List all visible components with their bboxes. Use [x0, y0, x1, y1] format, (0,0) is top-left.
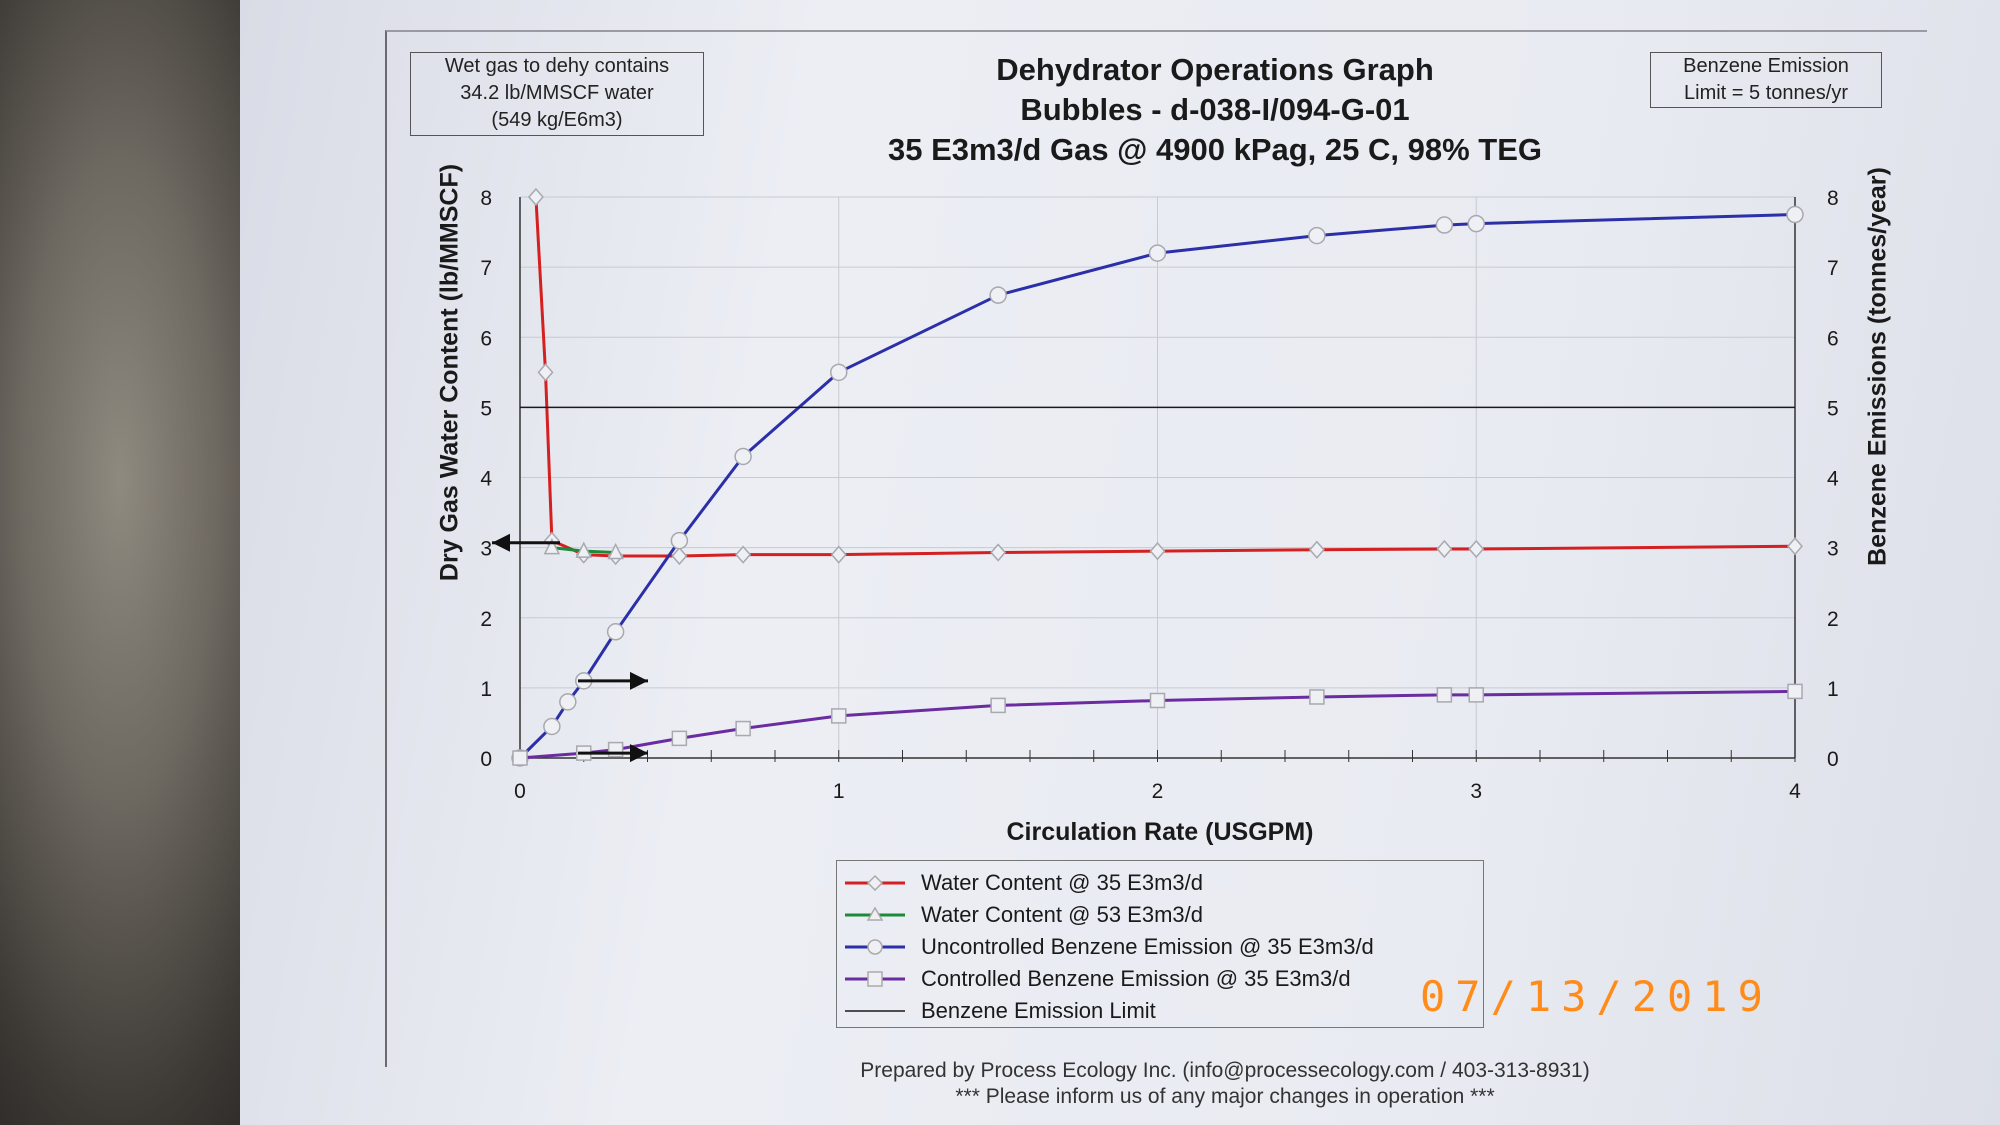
y-left-tick-label: 2 — [480, 608, 492, 631]
camera-date-stamp: 07/13/2019 — [1420, 972, 1773, 1021]
legend-item-water-35: Water Content @ 35 E3m3/d — [837, 867, 1483, 899]
data-point-water-content-35-e3m3-d — [1308, 540, 1325, 559]
y-right-tick-label: 4 — [1827, 468, 1839, 491]
legend-swatch-benzene-limit — [845, 1010, 905, 1012]
data-point-uncontrolled-benzene-emission-35-e3m3-d — [1435, 216, 1454, 234]
data-point-water-content-53-e3m3-d — [575, 541, 592, 558]
data-point-water-content-35-e3m3-d — [537, 363, 554, 382]
data-point-controlled-benzene-emission-35-e3m3-d — [1309, 689, 1325, 705]
data-point-uncontrolled-benzene-emission-35-e3m3-d — [830, 363, 848, 382]
data-point-uncontrolled-benzene-emission-35-e3m3-d — [1786, 205, 1804, 224]
chart-title-line-3: 35 E3m3/d Gas @ 4900 kPag, 25 C, 98% TEG — [887, 132, 1542, 167]
data-point-controlled-benzene-emission-35-e3m3-d — [512, 750, 528, 766]
data-point-water-content-35-e3m3-d — [735, 545, 752, 564]
legend-item-uncontrolled-benzene: Uncontrolled Benzene Emission @ 35 E3m3/… — [837, 931, 1483, 963]
data-point-uncontrolled-benzene-emission-35-e3m3-d — [543, 717, 561, 736]
x-tick-label: 3 — [1470, 780, 1482, 803]
y-right-tick-label: 7 — [1827, 257, 1839, 280]
y-left-tick-label: 8 — [480, 187, 492, 210]
chart-title-line-2: Bubbles - d-038-I/094-G-01 — [1020, 92, 1410, 127]
x-axis-label: Circulation Rate (USGPM) — [1006, 818, 1314, 846]
legend-swatch-controlled-benzene — [845, 971, 905, 987]
x-tick-label: 4 — [1789, 780, 1801, 803]
footer-note: Prepared by Process Ecology Inc. (info@p… — [700, 1058, 1750, 1110]
wet-gas-note-line-3: (549 kg/E6m3) — [491, 109, 623, 131]
benzene-limit-note: Benzene Emission Limit = 5 tonnes/yr — [1650, 52, 1882, 108]
y-left-tick-label: 3 — [480, 538, 492, 561]
data-point-water-content-35-e3m3-d — [671, 546, 688, 566]
data-point-controlled-benzene-emission-35-e3m3-d — [1468, 687, 1484, 703]
legend-item-controlled-benzene: Controlled Benzene Emission @ 35 E3m3/d — [837, 963, 1483, 995]
y-right-tick-label: 3 — [1827, 538, 1839, 561]
chart-title: Dehydrator Operations Graph Bubbles - d-… — [690, 50, 1740, 170]
legend-swatch-water-35 — [845, 874, 905, 892]
y-left-tick-label: 0 — [480, 748, 492, 771]
legend-label-benzene-limit: Benzene Emission Limit — [921, 998, 1156, 1023]
x-tick-label: 2 — [1152, 780, 1164, 803]
legend-label-controlled-benzene: Controlled Benzene Emission @ 35 E3m3/d — [921, 966, 1351, 991]
data-point-uncontrolled-benzene-emission-35-e3m3-d — [670, 531, 689, 550]
y-right-tick-label: 8 — [1827, 187, 1839, 210]
y-right-tick-label: 1 — [1827, 678, 1839, 701]
data-point-controlled-benzene-emission-35-e3m3-d — [1149, 692, 1166, 709]
data-point-water-content-35-e3m3-d — [527, 187, 544, 207]
legend-item-benzene-limit: Benzene Emission Limit — [837, 995, 1483, 1027]
legend-label-water-53: Water Content @ 53 E3m3/d — [921, 902, 1203, 927]
y-left-tick-label: 7 — [480, 257, 492, 280]
chart-frame — [385, 30, 1927, 1067]
y-left-tick-label: 5 — [480, 397, 492, 420]
paper-sheet — [240, 0, 2000, 1125]
data-point-water-content-35-e3m3-d — [1787, 537, 1803, 556]
data-point-controlled-benzene-emission-35-e3m3-d — [1436, 687, 1453, 703]
arrow-water-content-head — [492, 533, 510, 552]
x-tick-label: 1 — [833, 780, 845, 803]
y-left-tick-label: 4 — [480, 468, 492, 491]
y-left-tick-label: 6 — [480, 327, 492, 350]
data-point-uncontrolled-benzene-emission-35-e3m3-d — [559, 693, 577, 711]
legend-swatch-water-53 — [845, 906, 905, 921]
data-point-uncontrolled-benzene-emission-35-e3m3-d — [1148, 244, 1167, 262]
legend-item-water-53: Water Content @ 53 E3m3/d — [837, 899, 1483, 931]
data-point-water-content-35-e3m3-d — [990, 543, 1007, 562]
legend-label-uncontrolled-benzene: Uncontrolled Benzene Emission @ 35 E3m3/… — [921, 934, 1374, 959]
data-point-controlled-benzene-emission-35-e3m3-d — [1787, 683, 1803, 700]
data-point-water-content-53-e3m3-d — [543, 537, 561, 555]
chart-legend: Water Content @ 35 E3m3/d Water Content … — [836, 860, 1484, 1028]
y-right-tick-label: 2 — [1827, 608, 1839, 631]
data-point-controlled-benzene-emission-35-e3m3-d — [831, 708, 847, 724]
y-left-tick-label: 1 — [480, 678, 492, 701]
wet-gas-note-line-2: 34.2 lb/MMSCF water — [460, 82, 654, 104]
footer-line-2: *** Please inform us of any major change… — [955, 1085, 1495, 1108]
legend-swatch-uncontrolled-benzene — [845, 939, 905, 955]
legend-label-water-35: Water Content @ 35 E3m3/d — [921, 870, 1203, 895]
data-point-uncontrolled-benzene-emission-35-e3m3-d — [1467, 214, 1485, 233]
benzene-limit-note-line-1: Benzene Emission — [1683, 55, 1849, 77]
data-point-water-content-35-e3m3-d — [830, 545, 847, 564]
data-point-controlled-benzene-emission-35-e3m3-d — [990, 697, 1006, 714]
chart-title-line-1: Dehydrator Operations Graph — [996, 52, 1434, 87]
wet-gas-note-line-1: Wet gas to dehy contains — [444, 55, 670, 77]
data-point-water-content-35-e3m3-d — [1149, 541, 1166, 561]
data-point-water-content-35-e3m3-d — [1468, 539, 1485, 559]
data-point-uncontrolled-benzene-emission-35-e3m3-d — [1308, 226, 1326, 245]
data-point-controlled-benzene-emission-35-e3m3-d — [671, 730, 688, 747]
data-point-controlled-benzene-emission-35-e3m3-d — [735, 720, 751, 737]
data-point-water-content-35-e3m3-d — [1436, 539, 1453, 559]
wet-gas-note: Wet gas to dehy contains 34.2 lb/MMSCF w… — [410, 52, 704, 136]
data-point-uncontrolled-benzene-emission-35-e3m3-d — [606, 623, 625, 641]
data-point-uncontrolled-benzene-emission-35-e3m3-d — [989, 286, 1007, 304]
arrow-controlled-benzene-head — [630, 744, 648, 763]
arrow-uncontrolled-benzene-head — [630, 671, 648, 690]
y-right-tick-label: 0 — [1827, 748, 1839, 771]
data-point-uncontrolled-benzene-emission-35-e3m3-d — [734, 447, 752, 466]
data-point-water-content-53-e3m3-d — [607, 542, 624, 560]
y-right-tick-label: 6 — [1827, 327, 1839, 350]
y-right-tick-label: 5 — [1827, 397, 1839, 420]
footer-line-1: Prepared by Process Ecology Inc. (info@p… — [860, 1059, 1590, 1082]
x-tick-label: 0 — [514, 780, 526, 803]
benzene-limit-note-line-2: Limit = 5 tonnes/yr — [1684, 82, 1848, 104]
